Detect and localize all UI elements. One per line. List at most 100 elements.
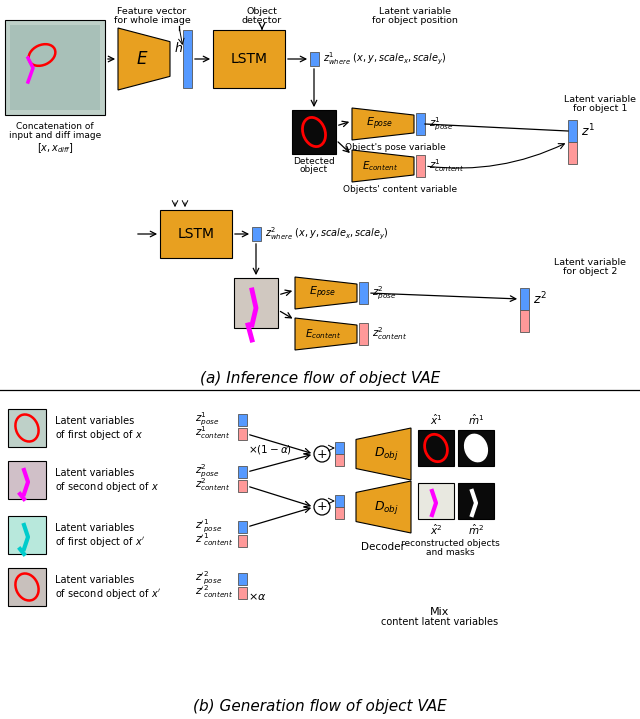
Text: $E_{content}$: $E_{content}$ bbox=[362, 159, 398, 173]
Text: Latent variable: Latent variable bbox=[379, 7, 451, 16]
Text: Objects' content variable: Objects' content variable bbox=[343, 185, 457, 194]
Text: $\hat{x}^2$: $\hat{x}^2$ bbox=[430, 523, 442, 537]
Text: Object: Object bbox=[246, 7, 277, 16]
Text: +: + bbox=[317, 500, 327, 513]
Polygon shape bbox=[295, 318, 357, 350]
Bar bbox=[238, 573, 247, 585]
Text: $z^2$: $z^2$ bbox=[533, 290, 547, 307]
Text: $z^1_{where}\ (x,y,scale_x,scale_y)$: $z^1_{where}\ (x,y,scale_x,scale_y)$ bbox=[323, 51, 447, 68]
Text: of second object of $x$: of second object of $x$ bbox=[55, 480, 159, 494]
Text: Latent variables: Latent variables bbox=[55, 575, 134, 585]
Text: $z^1$: $z^1$ bbox=[581, 123, 595, 139]
Bar bbox=[8, 516, 46, 554]
Bar bbox=[416, 155, 425, 177]
Text: $z^1_{pose}$: $z^1_{pose}$ bbox=[195, 411, 220, 428]
Text: $D_{obj}$: $D_{obj}$ bbox=[374, 498, 399, 516]
Text: $\hat{x}^1$: $\hat{x}^1$ bbox=[429, 413, 442, 427]
Text: $\times \alpha$: $\times \alpha$ bbox=[248, 592, 266, 603]
Bar bbox=[310, 52, 319, 66]
Text: $z^1_{content}$: $z^1_{content}$ bbox=[195, 425, 230, 441]
Bar bbox=[416, 113, 425, 135]
Polygon shape bbox=[356, 481, 411, 533]
Bar bbox=[160, 210, 232, 258]
Text: $z^1_{content}$: $z^1_{content}$ bbox=[429, 157, 465, 175]
Circle shape bbox=[314, 446, 330, 462]
Text: LSTM: LSTM bbox=[230, 52, 268, 66]
Text: object: object bbox=[300, 165, 328, 174]
Text: $z'^1_{content}$: $z'^1_{content}$ bbox=[195, 531, 234, 549]
Text: Detected: Detected bbox=[293, 157, 335, 166]
Text: reconstructed objects: reconstructed objects bbox=[401, 539, 499, 548]
Bar bbox=[335, 442, 344, 454]
Text: $z'^2_{content}$: $z'^2_{content}$ bbox=[195, 584, 234, 600]
Bar bbox=[568, 120, 577, 142]
Text: $z^2_{pose}$: $z^2_{pose}$ bbox=[195, 462, 220, 480]
Polygon shape bbox=[356, 428, 411, 480]
Bar bbox=[520, 310, 529, 332]
Text: $[x, x_{diff}]$: $[x, x_{diff}]$ bbox=[36, 141, 74, 155]
Bar bbox=[238, 480, 247, 492]
Text: $h$: $h$ bbox=[175, 41, 184, 55]
Polygon shape bbox=[352, 150, 414, 182]
Bar bbox=[335, 495, 344, 507]
Bar bbox=[10, 25, 100, 110]
Text: of first object of $x$: of first object of $x$ bbox=[55, 428, 143, 442]
Text: $E_{content}$: $E_{content}$ bbox=[305, 327, 341, 341]
Text: of second object of $x'$: of second object of $x'$ bbox=[55, 587, 161, 601]
Text: (a) Inference flow of object VAE: (a) Inference flow of object VAE bbox=[200, 370, 440, 385]
Text: for whole image: for whole image bbox=[114, 16, 190, 25]
Bar bbox=[238, 521, 247, 533]
Bar bbox=[183, 30, 192, 88]
Text: Decoder: Decoder bbox=[361, 542, 405, 552]
Bar bbox=[8, 461, 46, 499]
Text: Object's pose variable: Object's pose variable bbox=[344, 143, 445, 152]
Bar bbox=[520, 288, 529, 310]
Text: for object position: for object position bbox=[372, 16, 458, 25]
Bar bbox=[252, 227, 261, 241]
Bar bbox=[238, 466, 247, 478]
Bar bbox=[8, 568, 46, 606]
Text: input and diff image: input and diff image bbox=[9, 131, 101, 140]
Text: $z^2_{pose}$: $z^2_{pose}$ bbox=[372, 284, 396, 302]
Circle shape bbox=[314, 499, 330, 515]
Polygon shape bbox=[295, 277, 357, 309]
Bar bbox=[213, 30, 285, 88]
Bar bbox=[238, 414, 247, 426]
Bar bbox=[418, 483, 454, 519]
Bar bbox=[238, 587, 247, 599]
Text: for object 2: for object 2 bbox=[563, 267, 617, 276]
Ellipse shape bbox=[465, 434, 488, 462]
Polygon shape bbox=[352, 108, 414, 140]
Bar bbox=[335, 507, 344, 519]
Text: $z'^2_{pose}$: $z'^2_{pose}$ bbox=[195, 569, 222, 587]
Text: (b) Generation flow of object VAE: (b) Generation flow of object VAE bbox=[193, 698, 447, 713]
Text: E: E bbox=[136, 50, 147, 68]
Text: Feature vector: Feature vector bbox=[117, 7, 187, 16]
Bar bbox=[5, 20, 105, 115]
Bar bbox=[238, 428, 247, 440]
Bar bbox=[8, 409, 46, 447]
Bar bbox=[238, 535, 247, 547]
Text: of first object of $x'$: of first object of $x'$ bbox=[55, 535, 145, 549]
Text: Mix: Mix bbox=[430, 607, 450, 617]
Text: $\hat{m}^1$: $\hat{m}^1$ bbox=[468, 413, 484, 427]
Text: $z^2_{where}\ (x,y,scale_x,scale_y)$: $z^2_{where}\ (x,y,scale_x,scale_y)$ bbox=[265, 226, 389, 242]
Text: $z'^1_{pose}$: $z'^1_{pose}$ bbox=[195, 517, 222, 535]
Text: for object 1: for object 1 bbox=[573, 104, 627, 113]
Bar bbox=[568, 142, 577, 164]
Bar bbox=[359, 282, 368, 304]
Text: $z^1_{pose}$: $z^1_{pose}$ bbox=[429, 115, 454, 133]
Text: Latent variable: Latent variable bbox=[554, 258, 626, 267]
Bar bbox=[292, 110, 336, 154]
Bar bbox=[359, 323, 368, 345]
Text: $z^2_{content}$: $z^2_{content}$ bbox=[372, 326, 408, 342]
Bar bbox=[458, 430, 494, 466]
Bar bbox=[418, 430, 454, 466]
Text: $\hat{m}^2$: $\hat{m}^2$ bbox=[468, 523, 484, 537]
Text: Latent variables: Latent variables bbox=[55, 416, 134, 426]
Text: Latent variables: Latent variables bbox=[55, 468, 134, 478]
Bar bbox=[234, 278, 278, 328]
Text: Latent variable: Latent variable bbox=[564, 95, 636, 104]
Text: $E_{pose}$: $E_{pose}$ bbox=[366, 116, 394, 132]
Polygon shape bbox=[118, 28, 170, 90]
